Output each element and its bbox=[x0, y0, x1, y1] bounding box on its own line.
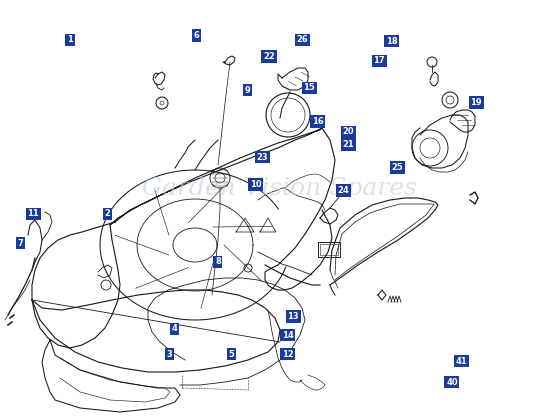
Text: 3: 3 bbox=[167, 349, 172, 359]
Text: 17: 17 bbox=[373, 56, 385, 65]
Text: 14: 14 bbox=[282, 331, 294, 340]
Text: 40: 40 bbox=[446, 378, 458, 387]
Bar bbox=[318, 242, 340, 257]
Text: 2: 2 bbox=[105, 209, 110, 218]
Text: 19: 19 bbox=[470, 98, 482, 107]
Bar bbox=[320, 244, 338, 255]
Text: 4: 4 bbox=[172, 324, 178, 334]
Text: 41: 41 bbox=[456, 357, 468, 366]
Text: 5: 5 bbox=[229, 349, 234, 359]
Text: 15: 15 bbox=[303, 83, 315, 93]
Text: 11: 11 bbox=[27, 209, 39, 218]
Text: 9: 9 bbox=[245, 85, 250, 95]
Text: 7: 7 bbox=[18, 238, 23, 248]
Text: Garden Vision Spares: Garden Vision Spares bbox=[143, 177, 417, 200]
Text: 22: 22 bbox=[263, 52, 275, 61]
Text: 13: 13 bbox=[287, 312, 299, 321]
Text: 26: 26 bbox=[296, 35, 308, 44]
Text: 24: 24 bbox=[337, 186, 349, 195]
Text: 6: 6 bbox=[194, 31, 199, 40]
Text: 25: 25 bbox=[391, 163, 403, 172]
Text: 1: 1 bbox=[67, 35, 73, 44]
Text: 12: 12 bbox=[282, 349, 294, 359]
Text: 10: 10 bbox=[250, 180, 261, 189]
Text: 8: 8 bbox=[215, 257, 221, 266]
Text: 21: 21 bbox=[343, 140, 355, 149]
Text: 20: 20 bbox=[343, 127, 355, 137]
Text: 18: 18 bbox=[386, 36, 398, 46]
Text: 23: 23 bbox=[257, 153, 268, 162]
Text: 16: 16 bbox=[312, 117, 323, 126]
